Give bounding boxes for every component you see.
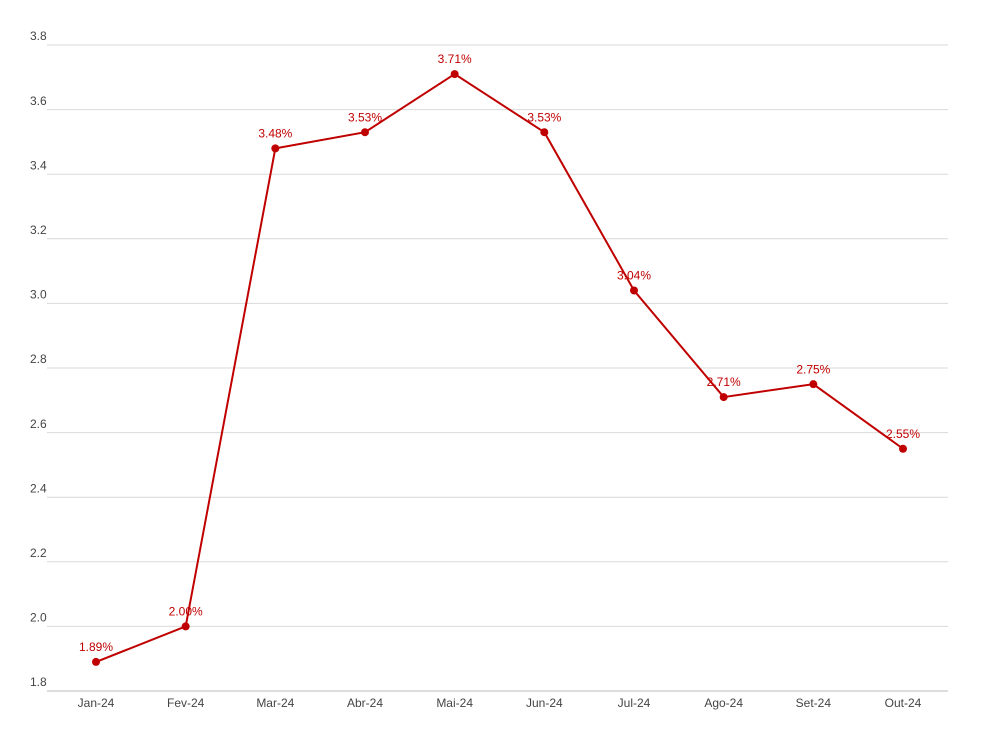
x-tick-label: Jul-24 <box>618 696 651 710</box>
value-label: 2.55% <box>886 427 920 441</box>
point <box>92 657 100 666</box>
y-tick-label: 3.4 <box>30 158 47 172</box>
y-tick-label: 2.4 <box>30 481 47 495</box>
x-tick-label: Jan-24 <box>78 696 115 710</box>
value-label: 3.53% <box>348 110 382 124</box>
point <box>361 128 369 137</box>
x-tick-label: Fev-24 <box>167 696 205 710</box>
point <box>540 128 549 137</box>
x-tick-label: Set-24 <box>796 696 832 710</box>
x-tick-label: Mar-24 <box>256 696 294 710</box>
y-tick-label: 2.0 <box>30 611 47 625</box>
value-label: 3.71% <box>438 52 472 66</box>
y-tick-label: 2.8 <box>30 352 47 366</box>
point <box>450 70 459 79</box>
y-tick-label: 3.8 <box>30 29 47 43</box>
point <box>630 286 638 295</box>
y-tick-label: 1.8 <box>30 675 47 689</box>
x-tick-label: Jun-24 <box>526 696 563 710</box>
x-tick-label: Out-24 <box>885 696 922 710</box>
point <box>271 144 280 153</box>
value-label: 3.53% <box>527 110 561 124</box>
point <box>899 444 907 453</box>
point <box>719 393 728 402</box>
value-label: 1.89% <box>79 640 113 654</box>
value-label: 3.48% <box>258 127 292 141</box>
x-tick-label: Ago-24 <box>704 696 743 710</box>
line <box>95 72 904 663</box>
y-tick-label: 2.6 <box>30 417 47 431</box>
value-label: 2.71% <box>707 375 741 389</box>
y-tick-label: 3.6 <box>30 94 47 108</box>
point <box>181 622 190 631</box>
point <box>809 380 818 389</box>
x-tick-label: Mai-24 <box>436 696 473 710</box>
y-tick-label: 3.0 <box>30 288 47 302</box>
value-label: 2.75% <box>796 362 830 376</box>
value-label: 2.00% <box>169 605 203 619</box>
y-tick-label: 2.2 <box>30 546 47 560</box>
y-tick-label: 3.2 <box>30 223 47 237</box>
value-label: 3.04% <box>617 269 651 283</box>
x-tick-label: Abr-24 <box>347 696 383 710</box>
